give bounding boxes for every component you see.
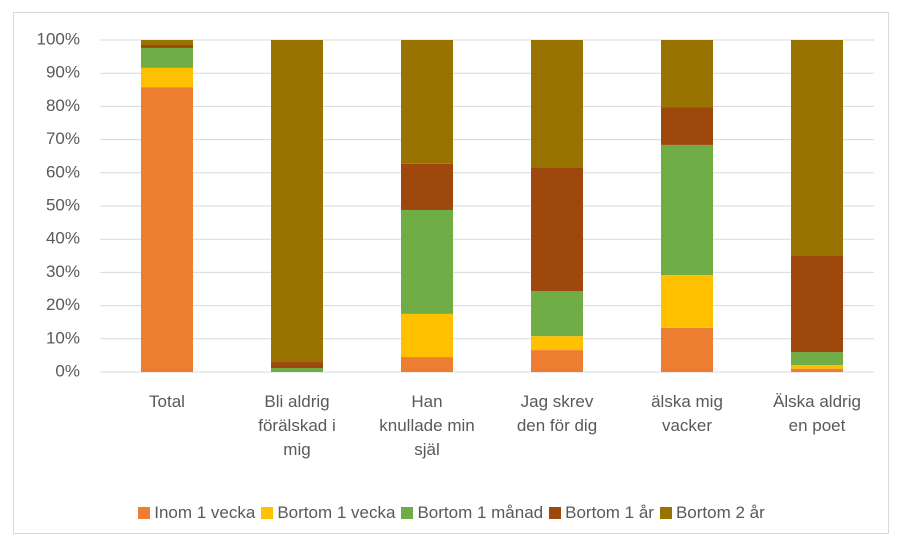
- bar-segment: [141, 87, 193, 373]
- bar-segment: [531, 336, 583, 351]
- bar-segment: [271, 362, 323, 369]
- legend-label: Inom 1 vecka: [154, 503, 256, 522]
- bar-segment: [531, 290, 583, 337]
- bar-segment: [401, 209, 453, 314]
- legend-swatch: [659, 507, 672, 519]
- y-tick-label: 50%: [46, 195, 80, 214]
- bar-segment: [791, 40, 843, 256]
- y-tick-label: 20%: [46, 295, 80, 314]
- bar-segment: [401, 357, 453, 372]
- legend-label: Bortom 1 år: [565, 503, 654, 522]
- bar-segment: [791, 365, 843, 369]
- y-tick-label: 10%: [46, 328, 80, 347]
- x-tick-label: Älska aldrig en poet: [773, 392, 861, 435]
- bar-segment: [271, 40, 323, 363]
- y-tick-label: 40%: [46, 229, 80, 248]
- legend: Inom 1 vecka Bortom 1 vecka Bortom 1 månad…: [0, 503, 903, 523]
- bar-segment: [661, 327, 713, 372]
- legend-swatch: [138, 507, 151, 519]
- chart-frame: [13, 12, 889, 534]
- bar-segment: [141, 47, 193, 68]
- legend-swatch: [401, 507, 414, 519]
- legend-item: Bortom 1 vecka: [261, 503, 395, 523]
- legend-item: Inom 1 vecka: [138, 503, 255, 523]
- x-tick-label: Han knullade min själ: [379, 392, 475, 459]
- x-tick-label: Bli aldrig förälskad i mig: [258, 392, 336, 459]
- legend-swatch: [549, 507, 562, 519]
- bar-segment: [531, 40, 583, 168]
- bar-segment: [661, 107, 713, 145]
- bar-segment: [791, 255, 843, 353]
- bar-segment: [661, 144, 713, 276]
- bar-segment: [791, 352, 843, 366]
- y-tick-label: 80%: [46, 96, 80, 115]
- x-tick-label: Jag skrev den för dig: [516, 392, 598, 435]
- legend-item: Bortom 1 år: [549, 503, 654, 523]
- bar-segment: [401, 163, 453, 210]
- y-tick-label: 0%: [55, 361, 80, 380]
- legend-label: Bortom 2 år: [675, 503, 765, 522]
- x-tick-label: älska mig vacker: [651, 392, 723, 435]
- bar-segment: [141, 40, 193, 45]
- legend-label: Bortom 1 månad: [417, 503, 544, 522]
- y-tick-label: 60%: [46, 162, 80, 181]
- bar-segment: [401, 40, 453, 164]
- bar-segment: [661, 40, 713, 108]
- x-tick-label: Total: [149, 392, 185, 411]
- y-tick-label: 100%: [37, 29, 80, 48]
- bar-segment: [141, 44, 193, 48]
- bar-segment: [531, 350, 583, 372]
- legend-label: Bortom 1 vecka: [277, 503, 396, 522]
- bar-segment: [141, 67, 193, 88]
- bar-segment: [271, 368, 323, 372]
- legend-item: Bortom 2 år: [659, 503, 765, 523]
- bar-segment: [401, 313, 453, 358]
- bar-segment: [531, 167, 583, 291]
- bar-segment: [661, 275, 713, 328]
- y-tick-label: 90%: [46, 63, 80, 82]
- legend-swatch: [261, 507, 274, 519]
- y-tick-label: 30%: [46, 262, 80, 281]
- bar-segment: [791, 368, 843, 372]
- legend-item: Bortom 1 månad: [401, 503, 543, 523]
- y-tick-label: 70%: [46, 129, 80, 148]
